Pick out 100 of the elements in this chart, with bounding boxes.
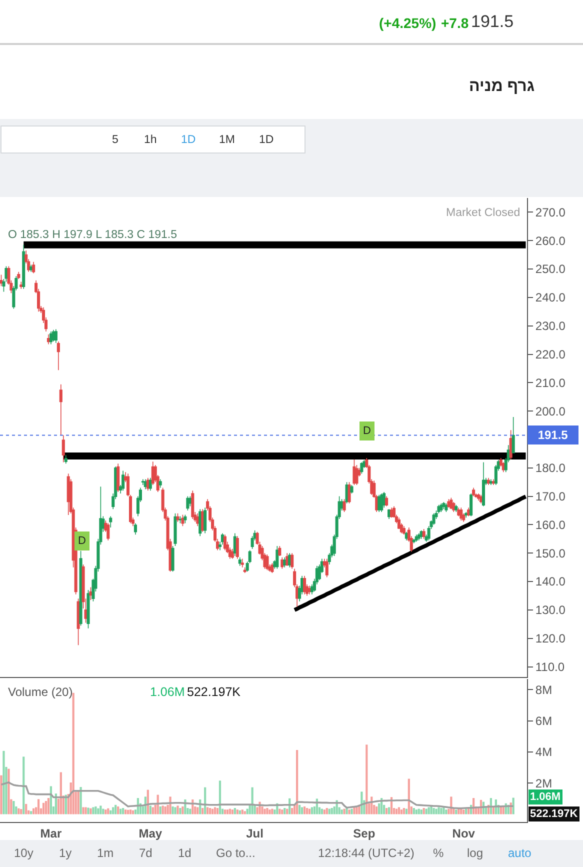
text: log (467, 846, 484, 860)
bar (37, 799, 40, 814)
bar (350, 808, 353, 814)
x-tick-label: Sep (353, 826, 376, 840)
bar (30, 811, 32, 814)
candlestick (486, 477, 490, 486)
candlestick (146, 477, 150, 492)
bar (264, 808, 266, 814)
bar (176, 806, 179, 814)
bar (196, 807, 199, 814)
bar (174, 807, 176, 814)
bar (206, 807, 209, 814)
text: Volume (20) (8, 685, 73, 699)
bar (402, 808, 406, 814)
text: 1d (178, 846, 192, 860)
candlestick (49, 331, 52, 345)
bar (438, 807, 440, 814)
text: 191.5 (471, 12, 514, 31)
bar (303, 806, 306, 814)
text: auto (508, 846, 532, 860)
bar (104, 810, 107, 814)
candlestick (56, 341, 60, 371)
bar (25, 804, 28, 814)
candlestick (236, 536, 239, 560)
candlestick (479, 494, 483, 504)
bar (87, 808, 90, 814)
candlestick (116, 463, 120, 492)
candlestick (22, 244, 26, 290)
bar (360, 792, 363, 814)
text: 1h (144, 134, 157, 146)
candlestick (492, 478, 495, 486)
bar (94, 806, 97, 814)
bar (388, 807, 390, 814)
bar (129, 810, 132, 814)
bar (236, 810, 238, 814)
y-tick-label: 4M (535, 745, 552, 760)
bar (281, 810, 284, 814)
bar (172, 806, 174, 814)
bar (22, 756, 25, 814)
text: (+4.25%) (379, 15, 436, 31)
candlestick (64, 454, 68, 464)
bar (179, 808, 182, 814)
text: 12:18:44 (UTC+2) (318, 846, 414, 860)
bar (462, 810, 465, 814)
y-tick-label: 6M (535, 714, 552, 728)
y-tick-label: 180.0 (535, 461, 566, 476)
candlestick (59, 384, 62, 436)
bar (435, 808, 438, 814)
text: 10y (14, 846, 34, 860)
bar (296, 750, 298, 814)
bar (152, 807, 154, 814)
text: % (433, 846, 444, 860)
bar (346, 808, 348, 814)
candlestick (171, 546, 174, 572)
candlestick (62, 434, 65, 463)
bar (84, 807, 87, 814)
y-tick-label: 260.0 (535, 234, 566, 248)
bar (284, 808, 286, 814)
annotation: 1.06M (150, 685, 185, 699)
bar (356, 807, 358, 814)
candlestick (417, 532, 420, 541)
candlestick (109, 516, 112, 528)
candlestick (204, 507, 207, 534)
candlestick (288, 552, 292, 568)
candlestick (184, 514, 187, 524)
text: 1M (219, 134, 235, 146)
text: 7d (139, 846, 152, 860)
bar (432, 808, 435, 814)
candlestick (276, 546, 279, 570)
bar (310, 807, 314, 814)
candlestick (66, 473, 70, 516)
candlestick (303, 575, 306, 595)
y-tick-label: 2M (535, 776, 552, 790)
bar (385, 808, 388, 814)
line-series (0, 781, 514, 810)
bar (216, 808, 219, 814)
candlestick (151, 461, 154, 486)
text: +7.8 (441, 15, 469, 31)
bar (271, 808, 274, 814)
candlestick (148, 477, 152, 492)
candlestick (360, 462, 364, 474)
bar (268, 810, 271, 814)
y-tick-label: 210.0 (535, 376, 566, 390)
bar (440, 808, 442, 814)
text: 1D (259, 134, 274, 146)
bar (244, 811, 246, 814)
candlestick (134, 522, 137, 536)
bar (82, 807, 84, 814)
bar (0, 775, 2, 814)
candlestick (432, 512, 436, 526)
bar (42, 802, 45, 814)
chart-title: גרף מניה (469, 78, 535, 95)
candlestick (452, 502, 456, 512)
bar (224, 810, 226, 814)
candlestick (230, 548, 234, 560)
candlestick (32, 262, 36, 274)
bar (422, 808, 425, 814)
candlestick (286, 552, 289, 566)
candlestick (380, 493, 384, 512)
bar (124, 810, 127, 814)
